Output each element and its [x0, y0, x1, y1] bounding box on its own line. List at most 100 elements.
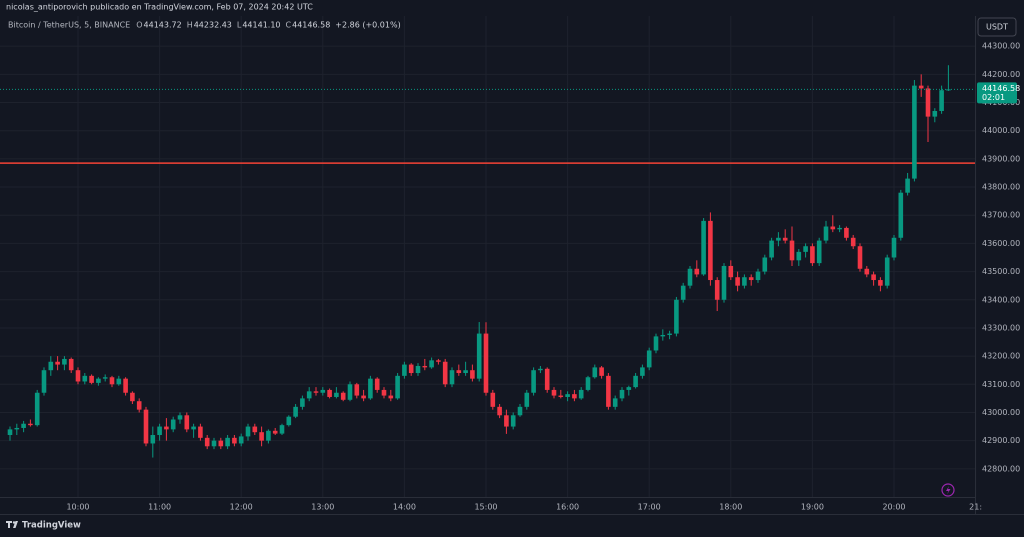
- candle-body: [130, 392, 135, 402]
- candle-body: [680, 285, 686, 300]
- candle-body: [14, 427, 20, 430]
- alert-icon-bolt: [946, 486, 951, 495]
- candle-body: [395, 375, 400, 399]
- candle-body: [640, 367, 645, 376]
- y-tick-label: 44300.00: [982, 42, 1020, 51]
- candle-body: [694, 268, 700, 275]
- candle-body: [68, 358, 74, 371]
- y-tick-label: 43600.00: [982, 239, 1020, 248]
- candle-body: [429, 360, 434, 368]
- candles: [0, 65, 975, 458]
- candle-body: [633, 375, 638, 388]
- candle-body: [164, 426, 169, 430]
- candle-body: [361, 395, 366, 399]
- brand: TradingView: [22, 521, 81, 531]
- candle-body: [402, 364, 407, 376]
- candle-body: [252, 426, 258, 433]
- candle-body: [313, 391, 319, 393]
- x-tick-label: 14:00: [393, 503, 416, 512]
- candle-body: [538, 368, 543, 371]
- last-price-label: 44146.58: [982, 84, 1020, 93]
- candle-body: [606, 375, 611, 407]
- candle-body: [626, 387, 632, 390]
- candle-body: [177, 415, 183, 420]
- price-axis: 42800.00 42900.00 43000.00 43100.00 43200.00…: [66, 42, 1020, 512]
- x-tick-label: 12:00: [230, 503, 253, 512]
- candle-body: [687, 268, 693, 286]
- candle-body: [844, 227, 849, 238]
- candle-body: [918, 85, 924, 89]
- x-tick-label: 21:: [969, 503, 982, 512]
- candle-body: [939, 90, 944, 111]
- candle-body: [340, 392, 346, 400]
- candle-body: [470, 370, 475, 379]
- candle-body: [735, 277, 740, 286]
- candle-body: [524, 392, 530, 407]
- candle-body: [198, 426, 203, 438]
- candle-body: [225, 437, 230, 447]
- symbol-title: Bitcoin / TetherUS, 5, BINANCE: [8, 21, 130, 30]
- candle-body: [238, 436, 244, 444]
- candle-body: [660, 334, 666, 337]
- candle-body: [592, 367, 598, 378]
- candle-body: [245, 426, 251, 437]
- candle-body: [75, 370, 81, 382]
- x-tick-label: 20:00: [882, 503, 905, 512]
- byline: nicolas_antiporovich publicado en Tradin…: [6, 3, 313, 12]
- alert-icon[interactable]: [941, 483, 955, 497]
- candle-body: [823, 226, 829, 241]
- candle-body: [150, 435, 156, 444]
- y-tick-label: 42900.00: [982, 436, 1020, 445]
- candle-body: [279, 425, 285, 434]
- x-tick-label: 15:00: [474, 503, 497, 512]
- candle-body: [830, 226, 836, 230]
- candle-body: [21, 423, 26, 428]
- candle-body: [544, 368, 550, 390]
- candle-body: [96, 378, 101, 383]
- candle-body: [932, 110, 938, 117]
- candle-body: [612, 398, 618, 407]
- candle-body: [701, 220, 706, 275]
- candle-body: [449, 370, 455, 385]
- candle-body: [463, 370, 468, 374]
- candle-body: [558, 395, 564, 397]
- candle-body: [7, 429, 13, 436]
- candle-body: [374, 378, 380, 390]
- candle-body: [796, 251, 802, 261]
- candle-body: [551, 389, 557, 396]
- candle-body: [368, 378, 373, 399]
- candle-body: [266, 430, 271, 441]
- candle-body: [184, 415, 190, 430]
- candle-body: [531, 370, 536, 393]
- candle-body: [578, 389, 584, 399]
- candle-body: [742, 277, 747, 286]
- candle-body: [565, 394, 570, 397]
- x-tick-label: 11:00: [148, 503, 171, 512]
- candle-body: [41, 370, 47, 393]
- y-tick-label: 43500.00: [982, 267, 1020, 276]
- candle-body: [55, 361, 60, 365]
- x-tick-label: 10:00: [66, 503, 89, 512]
- legend-key: H: [187, 21, 193, 30]
- x-tick-label: 17:00: [638, 503, 661, 512]
- candle-body: [714, 280, 720, 300]
- candle-body: [476, 333, 482, 379]
- candle-body: [136, 401, 142, 410]
- currency: USDT: [986, 23, 1008, 32]
- candle-body: [810, 246, 815, 264]
- currency-button[interactable]: [977, 17, 1017, 37]
- candle-body: [667, 333, 672, 335]
- y-tick-label: 42800.00: [982, 464, 1020, 473]
- candle-body: [354, 384, 360, 396]
- x-tick-label: 16:00: [556, 503, 579, 512]
- candle-body: [347, 384, 353, 400]
- candle-body: [510, 415, 516, 427]
- y-tick-label: 43800.00: [982, 183, 1020, 192]
- candle-body: [102, 377, 108, 379]
- candle-body: [62, 358, 67, 365]
- y-tick-label: 43200.00: [982, 352, 1020, 361]
- candle-body: [306, 391, 312, 399]
- candle-body: [170, 419, 176, 430]
- legend-change: +2.86 (+0.01%): [335, 21, 400, 30]
